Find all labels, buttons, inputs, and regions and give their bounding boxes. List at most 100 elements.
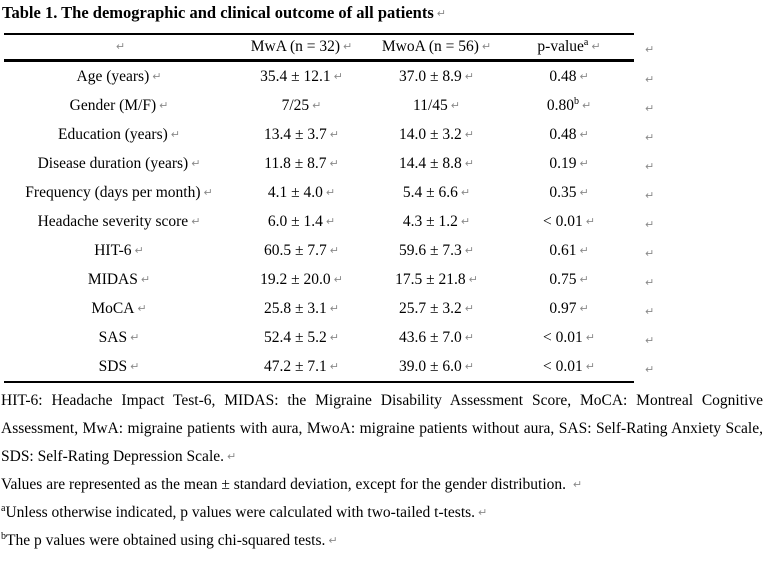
paragraph-mark-icon: ↵ [115, 40, 126, 53]
paragraph-mark-icon: ↵ [579, 301, 589, 315]
mwa-value: 13.4 ± 3.7 ↵ [264, 125, 339, 143]
row-end-mark-icon: ↵ [645, 363, 655, 376]
paragraph-mark-icon: ↵ [579, 243, 589, 257]
paragraph-mark-icon: ↵ [137, 301, 147, 315]
paragraph-mark-icon: ↵ [478, 506, 488, 519]
table-row: MoCA ↵ 25.8 ± 3.1 ↵ 25.7 ± 3.2 ↵ 0.97 ↵ [4, 294, 634, 323]
table-footnotes: HIT-6: Headache Impact Test-6, MIDAS: th… [1, 387, 763, 555]
row-end-mark: ↵ [641, 94, 663, 123]
paragraph-mark-icon: ↵ [464, 243, 474, 257]
paragraph-mark-icon: ↵ [460, 185, 471, 199]
p-value: 0.19 ↵ [549, 154, 589, 172]
row-end-mark: ↵ [641, 268, 663, 297]
row-end-mark-icon: ↵ [645, 276, 655, 289]
row-label: SDS ↵ [98, 357, 140, 375]
mwoa-value: 5.4 ± 6.6 ↵ [402, 183, 471, 201]
mwoa-value: 43.6 ± 7.0 ↵ [399, 328, 474, 346]
table-row: Frequency (days per month) ↵ 4.1 ± 4.0 ↵ 5… [4, 178, 634, 207]
row-label: MoCA ↵ [91, 299, 147, 317]
p-value: 0.61 ↵ [549, 241, 589, 259]
p-value: < 0.01 ↵ [543, 357, 595, 375]
row-label: SAS ↵ [98, 328, 140, 346]
paragraph-mark-icon: ↵ [464, 156, 474, 170]
paragraph-mark-icon: ↵ [579, 185, 589, 199]
footnote-b-marker: b [1, 530, 6, 542]
paragraph-mark-icon: ↵ [464, 330, 474, 344]
footnote-values: Values are represented as the mean ± sta… [1, 476, 583, 493]
p-value: 0.48 ↵ [549, 67, 589, 85]
p-value: 0.97 ↵ [549, 299, 589, 317]
row-end-mark-icon: ↵ [645, 102, 655, 115]
table-row: MIDAS ↵ 19.2 ± 20.0 ↵ 17.5 ± 21.8 ↵ 0.75 ↵ [4, 265, 634, 294]
paragraph-mark-icon: ↵ [464, 127, 474, 141]
paragraph-mark-icon: ↵ [579, 156, 589, 170]
row-end-mark-icon: ↵ [645, 218, 655, 231]
footnote-a: aUnless otherwise indicated, p values we… [1, 502, 488, 521]
row-end-mark-icon: ↵ [645, 73, 655, 86]
p-value: 0.75 ↵ [549, 270, 589, 288]
mwa-value: 11.8 ± 8.7 ↵ [264, 154, 339, 172]
table-row: Gender (M/F) ↵ 7/25 ↵ 11/45 ↵ 0.80b ↵ [4, 91, 634, 120]
paragraph-mark-icon: ↵ [325, 185, 336, 199]
header-cell-mwa: MwA (n = 32) ↵ [250, 38, 353, 55]
table-row: SDS ↵ 47.2 ± 7.1 ↵ 39.0 ± 6.0 ↵ < 0.01 ↵ [4, 352, 634, 381]
paragraph-mark-icon: ↵ [591, 40, 601, 53]
row-end-mark-icon: ↵ [645, 247, 655, 260]
table-row: Age (years) ↵ 35.4 ± 12.1 ↵ 37.0 ± 8.9 ↵ 0.… [4, 62, 634, 91]
paragraph-mark-icon: ↵ [579, 69, 589, 83]
table-header-row: ↵ MwA (n = 32) ↵ MwoA (n = 56) ↵ p-valuea ↵ [4, 35, 634, 62]
paragraph-mark-icon: ↵ [329, 127, 339, 141]
row-label: Frequency (days per month) ↵ [25, 183, 213, 201]
paragraph-mark-icon: ↵ [481, 40, 492, 53]
mwa-value: 47.2 ± 7.1 ↵ [264, 357, 339, 375]
row-end-mark: ↵ [641, 355, 663, 384]
p-value: 0.80b ↵ [546, 95, 592, 114]
footnote-a-marker: a [1, 502, 6, 514]
mwoa-value: 25.7 ± 3.2 ↵ [399, 299, 474, 317]
paragraph-mark-icon: ↵ [170, 127, 180, 141]
paragraph-mark-icon: ↵ [468, 272, 478, 286]
paragraph-mark-icon: ↵ [325, 214, 336, 228]
mwa-value: 25.8 ± 3.1 ↵ [264, 299, 339, 317]
header-cell-empty: ↵ [4, 38, 234, 56]
mwoa-value: 17.5 ± 21.8 ↵ [395, 270, 478, 288]
demographics-table: ↵ MwA (n = 32) ↵ MwoA (n = 56) ↵ p-valuea ↵… [4, 33, 634, 383]
paragraph-mark-icon: ↵ [585, 214, 595, 228]
table-row: HIT-6 ↵ 60.5 ± 7.7 ↵ 59.6 ± 7.3 ↵ 0.61 ↵ [4, 236, 634, 265]
row-label: Age (years) ↵ [76, 67, 162, 85]
table-row: Disease duration (years) ↵ 11.8 ± 8.7 ↵ 14… [4, 149, 634, 178]
row-end-mark: ↵ [641, 65, 663, 94]
paragraph-mark-icon: ↵ [203, 185, 213, 199]
row-label: HIT-6 ↵ [94, 241, 144, 259]
table-title-text: Table 1. The demographic and clinical ou… [2, 3, 434, 22]
row-end-marks-column: ↵ ↵ ↵ ↵ ↵ ↵ ↵ ↵ ↵ ↵ ↵ ↵ [641, 33, 663, 384]
paragraph-mark-icon: ↵ [464, 301, 474, 315]
footnote-b: bThe p values were obtained using chi-sq… [1, 530, 338, 549]
table-row: Headache severity score ↵ 6.0 ± 1.4 ↵ 4.3 … [4, 207, 634, 236]
paragraph-mark-icon: ↵ [581, 98, 592, 112]
table-title: Table 1. The demographic and clinical ou… [2, 3, 762, 23]
paragraph-mark-icon: ↵ [464, 359, 474, 373]
paragraph-mark-icon: ↵ [328, 534, 338, 547]
mwa-value: 4.1 ± 4.0 ↵ [267, 183, 336, 201]
mwoa-value: 14.0 ± 3.2 ↵ [399, 125, 474, 143]
row-end-mark: ↵ [641, 33, 663, 65]
row-end-mark: ↵ [641, 181, 663, 210]
mwoa-value: 11/45 ↵ [413, 96, 460, 114]
row-end-mark-icon: ↵ [645, 334, 655, 347]
mwa-value: 35.4 ± 12.1 ↵ [260, 67, 343, 85]
p-value: 0.48 ↵ [549, 125, 589, 143]
mwoa-value: 37.0 ± 8.9 ↵ [399, 67, 474, 85]
paragraph-mark-icon: ↵ [191, 156, 201, 170]
paragraph-mark-icon: ↵ [191, 214, 201, 228]
row-label: Education (years) ↵ [58, 125, 180, 143]
paragraph-mark-icon: ↵ [585, 330, 595, 344]
row-end-mark: ↵ [641, 152, 663, 181]
row-label: MIDAS ↵ [87, 270, 151, 288]
paragraph-mark-icon: ↵ [329, 330, 339, 344]
mwoa-value: 14.4 ± 8.8 ↵ [399, 154, 474, 172]
paragraph-mark-icon: ↵ [450, 98, 460, 112]
paragraph-mark-icon: ↵ [333, 272, 343, 286]
row-end-mark: ↵ [641, 123, 663, 152]
mwa-value: 7/25 ↵ [281, 96, 322, 114]
